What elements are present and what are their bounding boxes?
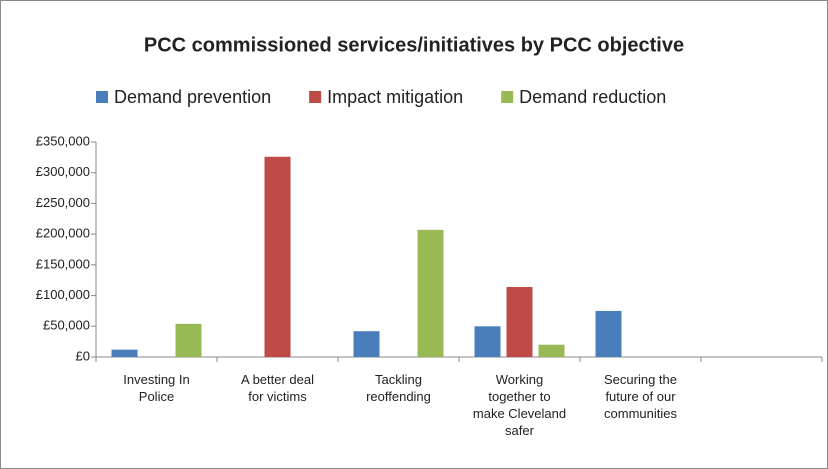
- bar: [417, 229, 444, 357]
- x-tick-label: Working together to make Cleveland safer: [473, 372, 566, 438]
- x-tick-label: Tackling reoffending: [366, 372, 431, 404]
- y-tick-label: £50,000: [43, 318, 90, 333]
- y-tick-label: £100,000: [36, 287, 90, 302]
- bar: [474, 326, 501, 357]
- bar: [264, 156, 291, 357]
- bar: [175, 323, 202, 357]
- bar: [595, 310, 622, 357]
- y-tick-label: £150,000: [36, 256, 90, 271]
- bar: [353, 331, 380, 357]
- legend-swatch: [96, 91, 108, 103]
- chart-title: PCC commissioned services/initiatives by…: [144, 34, 684, 56]
- bar: [506, 286, 533, 357]
- y-tick-label: £250,000: [36, 195, 90, 210]
- y-tick-label: £200,000: [36, 226, 90, 241]
- legend-swatch: [309, 91, 322, 103]
- bar: [538, 344, 565, 357]
- bar: [111, 349, 138, 357]
- legend-label: Impact mitigation: [327, 87, 463, 107]
- y-tick-label: £300,000: [36, 164, 90, 179]
- legend-swatch: [501, 91, 514, 103]
- y-tick-label: £0: [76, 348, 90, 363]
- legend-label: Demand prevention: [114, 87, 271, 107]
- x-tick-label: Securing the future of our communities: [604, 372, 677, 421]
- legend-label: Demand reduction: [519, 87, 666, 107]
- x-tick-label: Investing In Police: [123, 372, 190, 404]
- x-tick-label: A better deal for victims: [241, 372, 314, 404]
- y-tick-label: £350,000: [36, 133, 90, 148]
